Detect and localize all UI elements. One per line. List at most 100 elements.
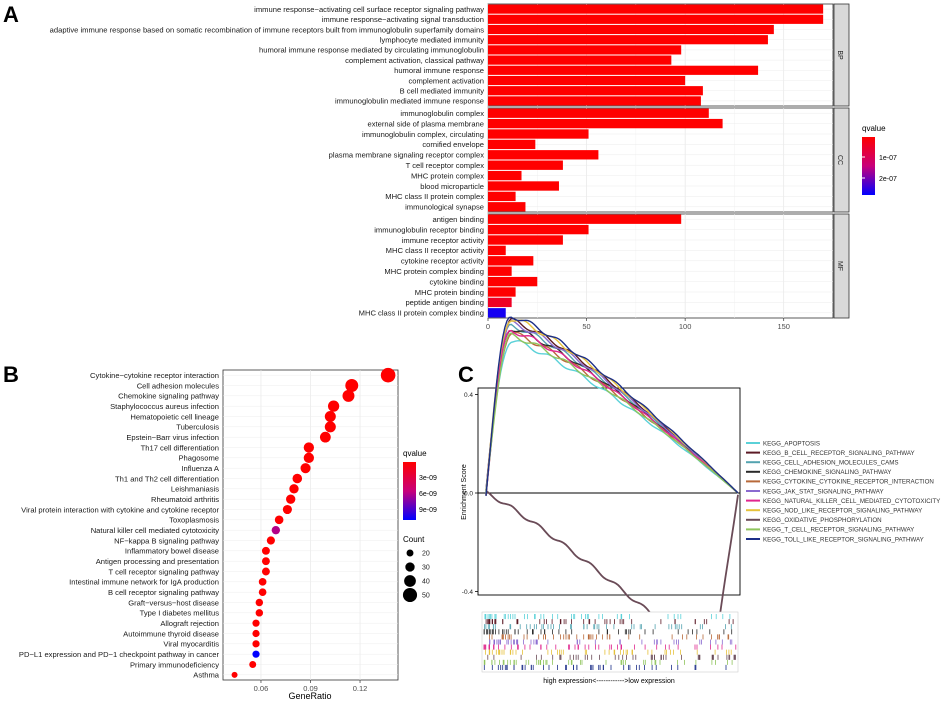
panel-b-gridlines (223, 370, 398, 680)
panel-b-category-label: Th1 and Th2 cell differentiation (115, 474, 219, 483)
panel-b-point (252, 650, 260, 658)
panel-c-legend: KEGG_APOPTOSIS KEGG_B_CELL_RECEPTOR_SIGNA… (746, 440, 940, 543)
panel-c-legend-label: KEGG_JAK_STAT_SIGNALING_PATHWAY (763, 488, 884, 495)
panel-b-category-labels: Cytokine−cytokine receptor interactionCe… (19, 371, 220, 680)
panel-a-category-label: external side of plasma membrane (368, 119, 485, 128)
panel-a-category-label: immune receptor activity (402, 236, 484, 245)
panel-c-letter: C (458, 362, 474, 387)
panel-b-category-label: Influenza A (181, 464, 220, 473)
panel-a-facet-strip (833, 3, 850, 107)
panel-b-category-label: Viral protein interaction with cytokine … (21, 505, 219, 514)
panel-b-size-label: 30 (422, 565, 430, 572)
panel-c-curve (485, 332, 739, 494)
panel-b-category-label: Chemokine signaling pathway (118, 392, 219, 401)
panel-a-legend: qvalue 1e-07 2e-07 (862, 124, 897, 195)
panel-b-point (274, 515, 284, 525)
panel-b-category-label: Tuberculosis (176, 423, 219, 432)
panel-b-category-label: Intestinal immune network for IgA produc… (69, 578, 219, 587)
panel-b-category-label: Type I diabetes mellitus (140, 609, 220, 618)
panel-a-bar (488, 96, 701, 106)
panel-b-category-label: Toxoplasmosis (169, 516, 219, 525)
panel-a-bar (488, 308, 506, 318)
panel-a-bar (488, 214, 682, 224)
panel-a-x-tick-label: 0 (486, 322, 490, 331)
panel-c-legend-label: KEGG_NATURAL_KILLER_CELL_MEDIATED_CYTOTO… (763, 498, 940, 505)
panel-b-category-label: Leishmaniasis (171, 485, 219, 494)
panel-a-bar (488, 45, 682, 55)
panel-b-point (252, 619, 260, 627)
panel-b-point (258, 577, 267, 586)
panel-b-size-label: 20 (422, 551, 430, 558)
panel-a-category-label: adaptive immune response based on somati… (50, 25, 485, 34)
panel-b-point (319, 431, 331, 443)
panel-b-category-label: Natural killer cell mediated cytotoxicit… (91, 526, 219, 535)
panel-c-legend-label: KEGG_TOLL_LIKE_RECEPTOR_SIGNALING_PATHWA… (763, 536, 924, 543)
panel-b-point (249, 661, 257, 668)
panel-a-facet-strip (833, 213, 850, 319)
panel-b-category-label: Staphylococcus aureus infection (110, 402, 219, 411)
panel-a-category-label: cytokine binding (430, 277, 484, 286)
panel-a-category-label: MHC protein complex (411, 171, 484, 180)
panel-a-bar (488, 181, 559, 191)
panel-a-bar (488, 202, 526, 212)
panel-b-category-label: Th17 cell differentiation (141, 443, 219, 452)
panel-b-point (282, 504, 292, 515)
panel-a-category-label: lymphocyte mediated immunity (380, 36, 484, 45)
panel-c-y-axis: 0.4 0.0 -0.4 (462, 392, 478, 596)
panel-b-category-label: PD−L1 expression and PD−1 checkpoint pat… (19, 650, 220, 659)
panel-b-point (261, 567, 270, 576)
panel-a-bar (488, 150, 599, 160)
panel-a-x-axis: 0 50 100 150 (486, 318, 790, 331)
panel-b-xlabel: GeneRatio (288, 691, 331, 701)
panel-a-category-label: MHC class II receptor activity (386, 246, 485, 255)
panel-a-bar (488, 14, 824, 24)
panel-a-category-label: humoral immune response mediated by circ… (259, 46, 484, 55)
panel-c-curve (485, 329, 739, 496)
panel-c-legend-label: KEGG_B_CELL_RECEPTOR_SIGNALING_PATHWAY (763, 450, 915, 457)
panel-b-category-label: Graft−versus−host disease (128, 598, 219, 607)
panel-a-facet-label: MF (836, 261, 843, 271)
panel-b-x-axis: 0.06 0.09 0.12 (254, 680, 367, 693)
panel-b-size-legend: 20 30 40 50 (402, 549, 430, 603)
panel-c-plot-border (477, 387, 741, 596)
panel-a-bar (488, 108, 709, 118)
panel-c-y-tick-label: -0.4 (462, 589, 474, 596)
panel-c-legend-label: KEGG_CHEMOKINE_SIGNALING_PATHWAY (763, 469, 891, 476)
panel-a-bar (488, 191, 516, 202)
panel-b-point (261, 546, 270, 555)
panel-a-x-tick-label: 150 (777, 322, 790, 331)
panel-b-legend: qvalue 3e-09 6e-09 9e-09 Count 20 30 40 50 (402, 449, 437, 603)
panel-a-bar (488, 256, 534, 266)
panel-b-count-title: Count (403, 535, 425, 544)
panel-a-bar (488, 4, 824, 14)
panel-b-size-key (405, 562, 415, 572)
panel-b-point (345, 379, 359, 392)
panel-a-facet-label: BP (836, 50, 843, 60)
panel-a-category-label: peptide antigen binding (405, 298, 484, 307)
panel-c-bottom-label: high expression<------------>low express… (543, 678, 675, 685)
panel-a-category-label: immunological synapse (405, 203, 484, 212)
panel-b-point (303, 452, 314, 463)
panel-b-category-label: Allograft rejection (160, 619, 219, 628)
panel-b-point (380, 367, 396, 383)
panel-a-bar (488, 65, 759, 75)
panel-a-category-label: blood microparticle (420, 182, 484, 191)
panel-b-point (324, 410, 336, 423)
panel-a-category-label: MHC protein complex binding (384, 267, 484, 276)
panel-b-category-label: Hematopoietic cell lineage (130, 412, 219, 421)
panel-a-bar (488, 266, 512, 276)
panel-a-bar (488, 297, 512, 308)
panel-a-category-label: complement activation (408, 76, 484, 85)
panel-b-x-tick-label: 0.09 (303, 684, 318, 693)
panel-b-category-label: NF−kappa B signaling pathway (114, 536, 219, 545)
panel-b-point (266, 536, 275, 545)
panel-a-category-label: MHC protein binding (415, 288, 484, 297)
panel-b-category-label: Epstein−Barr virus infection (126, 433, 219, 442)
panel-b-point (255, 609, 264, 617)
panel-a-category-label: immune response−activating cell surface … (254, 5, 484, 14)
panel-a-colorbar (862, 137, 875, 195)
panel-a-bar (488, 235, 563, 245)
panel-b-point (292, 473, 303, 484)
panel-b-colorbar (403, 462, 416, 520)
panel-b-point (252, 629, 260, 638)
